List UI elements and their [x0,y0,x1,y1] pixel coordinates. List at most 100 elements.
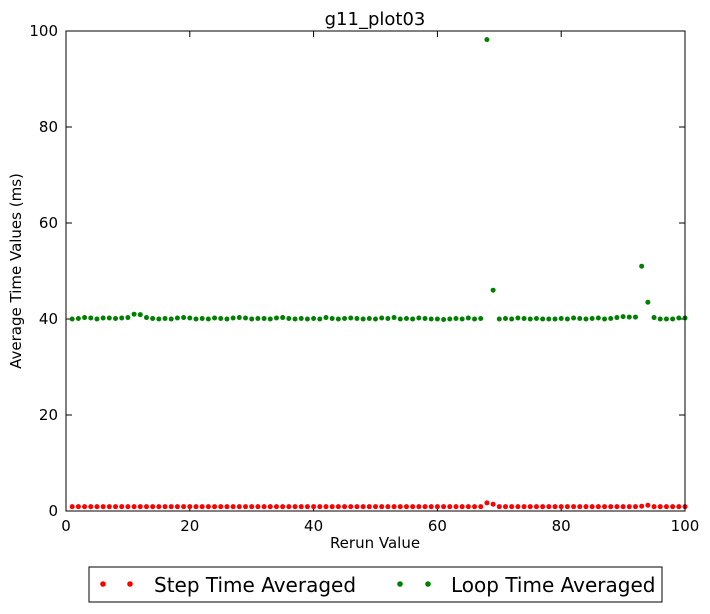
data-point [410,316,416,322]
data-point [626,504,632,510]
data-point [577,504,583,510]
data-point [595,315,601,321]
data-point [639,263,645,269]
data-point [564,504,570,510]
data-point [304,316,310,322]
data-point [465,315,471,321]
data-point [236,504,242,510]
data-point [298,504,304,510]
data-point [571,504,577,510]
data-point [595,504,601,510]
data-point [447,504,453,510]
data-point [453,316,459,322]
data-point [348,315,354,321]
data-point [583,316,589,322]
data-point [82,315,88,321]
data-point [403,316,409,322]
data-point [218,316,224,322]
data-point [379,315,385,321]
data-point [162,316,168,322]
data-point [651,504,657,510]
data-point [422,316,428,322]
y-tick-label: 0 [48,502,58,520]
data-point [335,504,341,510]
data-point [212,504,218,510]
data-point [373,504,378,510]
data-point [527,316,533,322]
data-point [100,504,106,510]
data-point [280,315,286,321]
data-point [292,504,298,510]
y-tick-label: 60 [39,214,58,232]
data-point [329,504,335,510]
x-axis-label: Rerun Value [330,534,420,552]
data-point [119,504,125,510]
data-point [360,504,366,510]
data-point [267,504,273,510]
data-point [69,504,75,510]
data-point [119,315,125,321]
data-point [651,315,657,321]
data-point [156,504,162,510]
data-point [521,316,527,322]
data-point [546,504,552,510]
data-point [515,504,521,510]
x-tick-label: 80 [552,517,571,535]
legend-label: Loop Time Averaged [451,573,655,597]
data-point [267,316,273,322]
data-point [670,504,676,510]
data-point [385,316,391,322]
data-point [366,504,372,510]
data-point [193,504,199,510]
data-point [478,504,484,510]
data-point [249,504,255,510]
y-axis-label: Average Time Values (ms) [7,173,25,369]
data-point [434,316,440,322]
data-point [292,316,298,322]
data-point [125,504,131,510]
data-point [496,316,502,322]
legend-marker [425,581,431,587]
data-point [614,504,620,510]
data-point [657,504,663,510]
data-point [428,504,434,510]
data-point [490,501,496,507]
data-point [311,504,317,510]
data-point [304,504,310,510]
data-point [558,316,564,322]
legend-marker [127,581,133,587]
data-point [465,504,471,510]
series-0 [69,500,688,510]
data-point [540,504,546,510]
data-point [280,504,286,510]
data-point [540,316,546,322]
data-point [509,504,515,510]
data-point [187,504,193,510]
legend-marker [397,581,403,587]
data-point [88,504,94,510]
data-point [181,315,187,321]
data-point [94,504,100,510]
data-point [533,504,539,510]
data-point [416,315,422,321]
data-point [484,500,490,506]
legend-label: Step Time Averaged [154,573,356,597]
data-point [428,316,434,322]
data-point [385,504,391,510]
data-point [255,316,261,322]
data-point [286,316,292,322]
legend-marker [100,581,106,587]
data-point [527,504,533,510]
data-point [472,504,478,510]
data-point [639,503,645,509]
data-point [273,504,279,510]
legend-item: Loop Time Averaged [397,573,655,597]
data-point [342,504,348,510]
data-point [125,315,131,321]
data-point [552,504,558,510]
data-point [391,315,397,321]
data-point [552,316,558,322]
data-point [82,504,88,510]
data-point [373,316,378,322]
data-point [113,504,119,510]
